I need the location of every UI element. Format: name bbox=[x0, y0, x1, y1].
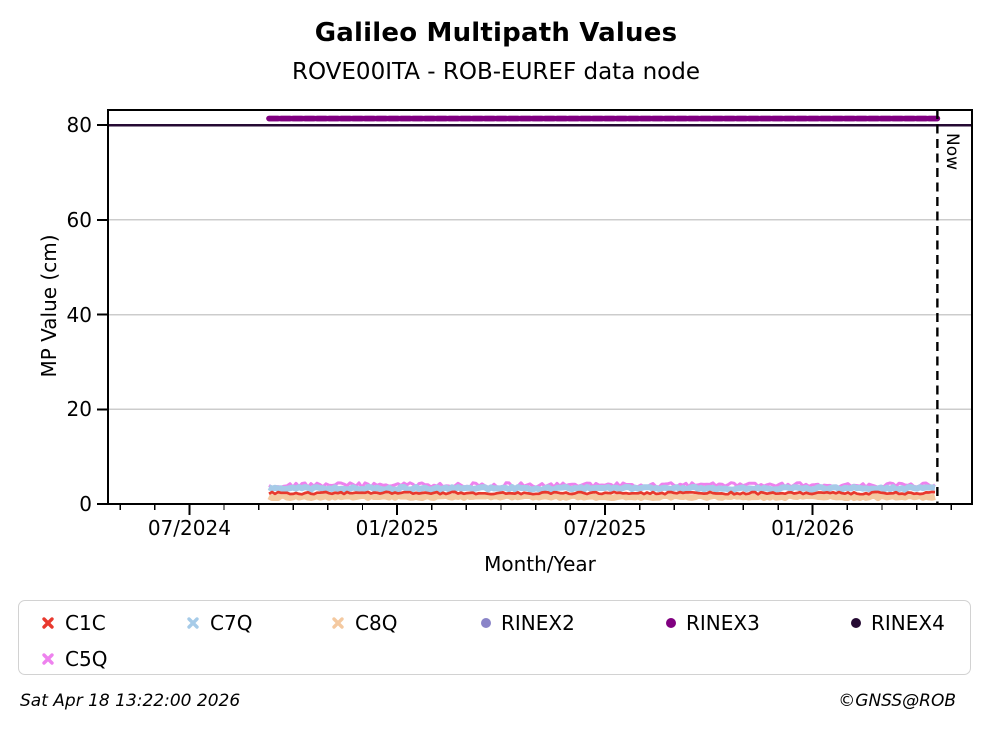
dot-marker-icon bbox=[666, 617, 676, 628]
y-tick-label: 0 bbox=[79, 492, 92, 516]
y-tick-label: 20 bbox=[66, 397, 92, 422]
x-axis-label: Month/Year bbox=[484, 552, 596, 576]
copyright-credit: ©GNSS@ROB bbox=[838, 691, 956, 711]
x-tick-label: 07/2024 bbox=[147, 516, 231, 540]
legend-box: C1C C7Q C8Q RINEX2 RINEX3 RINEX4 C5Q bbox=[18, 600, 971, 675]
x-tick-label: 01/2025 bbox=[355, 516, 439, 540]
dot-marker-icon bbox=[851, 617, 861, 628]
legend-item-c5q: C5Q bbox=[41, 645, 107, 672]
y-tick-label: 40 bbox=[66, 302, 92, 327]
x-marker-icon bbox=[332, 616, 344, 629]
legend-label: RINEX4 bbox=[871, 610, 945, 635]
y-tick-label: 80 bbox=[66, 113, 92, 138]
y-tick-label: 60 bbox=[66, 207, 92, 232]
x-tick-label: 01/2026 bbox=[771, 516, 855, 540]
chart-subtitle: ROVE00ITA - ROB-EUREF data node bbox=[291, 59, 700, 85]
legend-item-c1c: C1C bbox=[41, 609, 106, 636]
plot-timestamp: Sat Apr 18 13:22:00 2026 bbox=[20, 691, 241, 711]
legend-item-rinex3: RINEX3 bbox=[666, 609, 760, 636]
x-marker-icon bbox=[42, 652, 54, 665]
legend-item-rinex4: RINEX4 bbox=[851, 609, 945, 636]
now-line-label: Now bbox=[942, 133, 962, 171]
legend-label: C5Q bbox=[65, 646, 108, 671]
chart-title: Galileo Multipath Values bbox=[314, 18, 678, 48]
legend-label: C1C bbox=[65, 610, 106, 635]
legend-label: C7Q bbox=[210, 610, 253, 635]
dot-marker-icon bbox=[481, 617, 491, 628]
legend-label: RINEX3 bbox=[686, 610, 760, 635]
x-marker-icon bbox=[42, 616, 54, 629]
x-tick-label: 07/2025 bbox=[563, 516, 647, 540]
legend-item-c7q: C7Q bbox=[186, 609, 252, 636]
legend-label: RINEX2 bbox=[501, 610, 575, 635]
x-marker-icon bbox=[187, 616, 199, 629]
legend-item-c8q: C8Q bbox=[331, 609, 397, 636]
legend-label: C8Q bbox=[355, 610, 398, 635]
legend-item-rinex2: RINEX2 bbox=[481, 609, 575, 636]
